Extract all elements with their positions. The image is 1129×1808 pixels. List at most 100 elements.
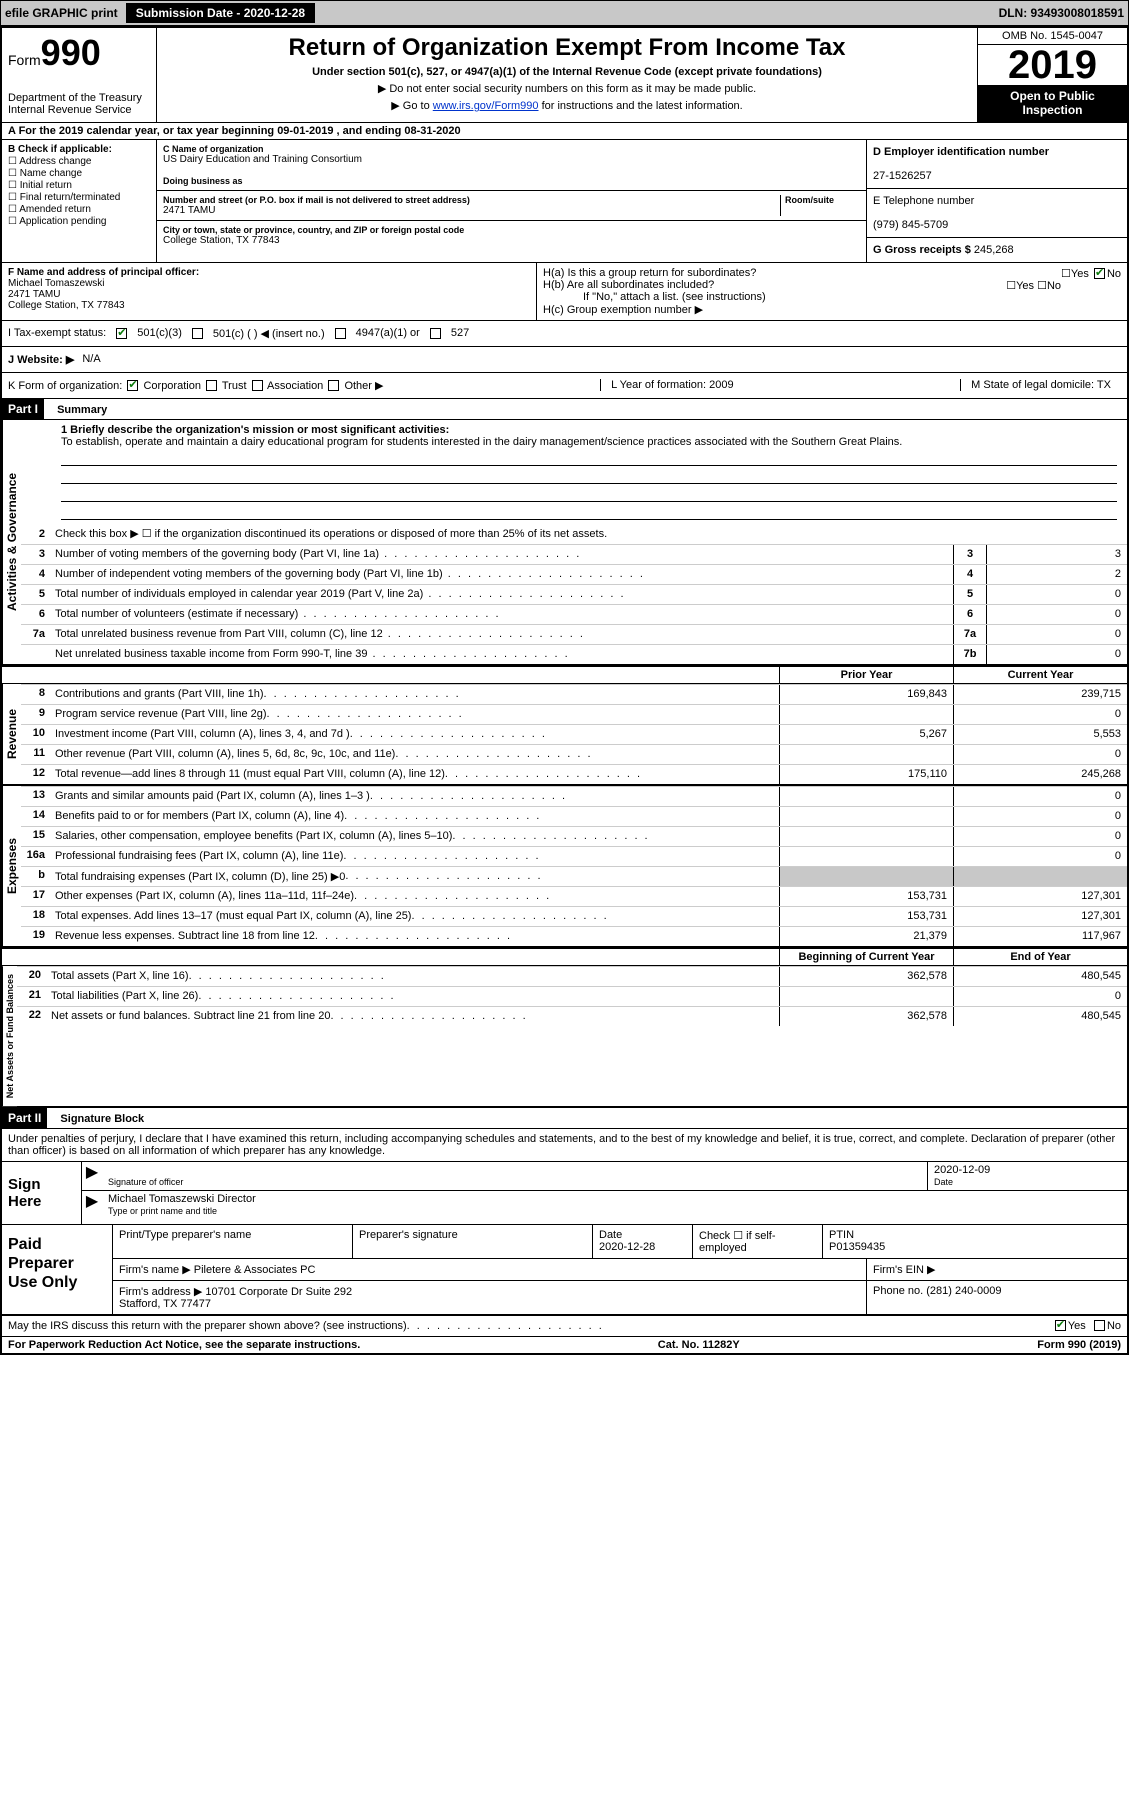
paid-preparer-label: Paid Preparer Use Only: [2, 1225, 112, 1314]
chk-name[interactable]: Name change: [20, 168, 82, 179]
discuss-yes-chk[interactable]: [1055, 1320, 1066, 1331]
part2-header: Part II: [2, 1108, 47, 1128]
hb-yes[interactable]: Yes: [1016, 280, 1034, 292]
footer-right: Form 990 (2019): [1037, 1339, 1121, 1351]
dba-label: Doing business as: [163, 176, 860, 186]
chk-corp[interactable]: [127, 380, 138, 391]
state-domicile: M State of legal domicile: TX: [960, 379, 1121, 391]
hb-label: H(b) Are all subordinates included?: [543, 279, 714, 291]
vert-netassets: Net Assets or Fund Balances: [2, 966, 17, 1106]
discuss-no-chk[interactable]: [1094, 1320, 1105, 1331]
form-header: Form990 Department of the Treasury Inter…: [2, 28, 1127, 123]
chk-4947[interactable]: [335, 328, 346, 339]
lbl-corp: Corporation: [143, 380, 200, 392]
officer-label: F Name and address of principal officer:: [8, 267, 199, 278]
form-990-container: Form990 Department of the Treasury Inter…: [0, 26, 1129, 1355]
ha-no-check[interactable]: [1094, 268, 1105, 279]
lbl-527: 527: [451, 327, 469, 339]
website-value: N/A: [82, 353, 100, 365]
footer-left: For Paperwork Reduction Act Notice, see …: [8, 1339, 360, 1351]
officer-addr1: 2471 TAMU: [8, 289, 60, 300]
chk-amended[interactable]: Amended return: [19, 204, 91, 215]
org-name: US Dairy Education and Training Consorti…: [163, 154, 860, 165]
gross-label: G Gross receipts $: [873, 244, 971, 256]
mission-text: To establish, operate and maintain a dai…: [61, 436, 902, 448]
phone-label: E Telephone number: [873, 195, 974, 207]
ha-yes[interactable]: Yes: [1071, 268, 1089, 280]
period-row: A For the 2019 calendar year, or tax yea…: [2, 123, 1127, 140]
firm-name: Firm's name ▶ Piletere & Associates PC: [113, 1259, 867, 1280]
end-year-hdr: End of Year: [953, 949, 1127, 965]
prep-sig-lbl: Preparer's signature: [353, 1225, 593, 1258]
discuss-no: No: [1107, 1320, 1121, 1332]
phone-value: (979) 845-5709: [873, 219, 948, 231]
top-bar: efile GRAPHIC print Submission Date - 20…: [0, 0, 1129, 26]
discuss-yes: Yes: [1068, 1320, 1086, 1332]
lbl-4947: 4947(a)(1) or: [356, 327, 420, 339]
tax-year: 2019: [978, 45, 1127, 85]
prep-name-lbl: Print/Type preparer's name: [113, 1225, 353, 1258]
sig-date-label: Date: [934, 1177, 953, 1187]
form-word: Form: [8, 52, 41, 68]
ein-value: 27-1526257: [873, 170, 932, 182]
name-label: C Name of organization: [163, 144, 860, 154]
lbl-501c: 501(c) ( ) ◀ (insert no.): [213, 327, 325, 340]
firm-ein: Firm's EIN ▶: [867, 1259, 1127, 1280]
discuss-text: May the IRS discuss this return with the…: [8, 1320, 407, 1332]
lbl-trust: Trust: [222, 380, 247, 392]
note2-post: for instructions and the latest informat…: [539, 100, 743, 112]
vert-activities: Activities & Governance: [2, 420, 21, 664]
begin-year-hdr: Beginning of Current Year: [779, 949, 953, 965]
prep-date: Date 2020-12-28: [593, 1225, 693, 1258]
chk-527[interactable]: [430, 328, 441, 339]
note2-pre: ▶ Go to: [391, 100, 432, 112]
chk-address[interactable]: Address change: [19, 156, 91, 167]
officer-addr2: College Station, TX 77843: [8, 300, 125, 311]
sig-date: 2020-12-09: [934, 1164, 990, 1176]
footer-mid: Cat. No. 11282Y: [658, 1339, 740, 1351]
hb-note: If "No," attach a list. (see instruction…: [543, 291, 1121, 303]
prep-selfemp: Check ☐ if self-employed: [693, 1225, 823, 1258]
chk-assoc[interactable]: [252, 380, 263, 391]
year-formation: L Year of formation: 2009: [600, 379, 744, 391]
firm-phone: Phone no. (281) 240-0009: [867, 1281, 1127, 1314]
chk-trust[interactable]: [206, 380, 217, 391]
box-b: B Check if applicable: ☐ Address change …: [2, 140, 157, 262]
sig-name: Michael Tomaszewski Director: [108, 1193, 256, 1205]
form-title: Return of Organization Exempt From Incom…: [167, 34, 967, 62]
open-to-public: Open to Public Inspection: [978, 85, 1127, 122]
chk-pending[interactable]: Application pending: [19, 216, 106, 227]
vert-expenses: Expenses: [2, 786, 21, 946]
q1-label: 1 Briefly describe the organization's mi…: [61, 424, 449, 436]
ein-label: D Employer identification number: [873, 146, 1049, 158]
form-subtitle: Under section 501(c), 527, or 4947(a)(1)…: [167, 66, 967, 78]
submission-date: Submission Date - 2020-12-28: [126, 3, 315, 23]
ha-label: H(a) Is this a group return for subordin…: [543, 267, 756, 279]
lbl-other: Other ▶: [344, 380, 383, 392]
current-year-hdr: Current Year: [953, 667, 1127, 683]
lbl-assoc: Association: [267, 380, 323, 392]
chk-501c[interactable]: [192, 328, 203, 339]
chk-final[interactable]: Final return/terminated: [20, 192, 121, 203]
officer-name: Michael Tomaszewski: [8, 278, 105, 289]
form990-link[interactable]: www.irs.gov/Form990: [433, 100, 539, 112]
hb-no[interactable]: No: [1047, 280, 1061, 292]
chk-501c3[interactable]: [116, 328, 127, 339]
part2-title: Signature Block: [50, 1113, 144, 1125]
chk-initial[interactable]: Initial return: [20, 180, 72, 191]
city-label: City or town, state or province, country…: [163, 225, 860, 235]
sig-name-label: Type or print name and title: [108, 1206, 217, 1216]
hc-label: H(c) Group exemption number ▶: [543, 303, 1121, 316]
chk-other[interactable]: [328, 380, 339, 391]
form-note1: ▶ Do not enter social security numbers o…: [167, 82, 967, 95]
ha-no: No: [1107, 268, 1121, 280]
dln: DLN: 93493008018591: [999, 6, 1124, 20]
prep-ptin: PTIN P01359435: [823, 1225, 1127, 1258]
korg-label: K Form of organization:: [8, 380, 122, 392]
q2-text: Check this box ▶ ☐ if the organization d…: [51, 525, 1127, 542]
part1-header: Part I: [2, 399, 44, 419]
part1-title: Summary: [47, 404, 107, 416]
form-number: 990: [41, 32, 101, 73]
efile-label[interactable]: efile GRAPHIC print: [5, 6, 118, 20]
department: Department of the Treasury Internal Reve…: [8, 92, 150, 116]
